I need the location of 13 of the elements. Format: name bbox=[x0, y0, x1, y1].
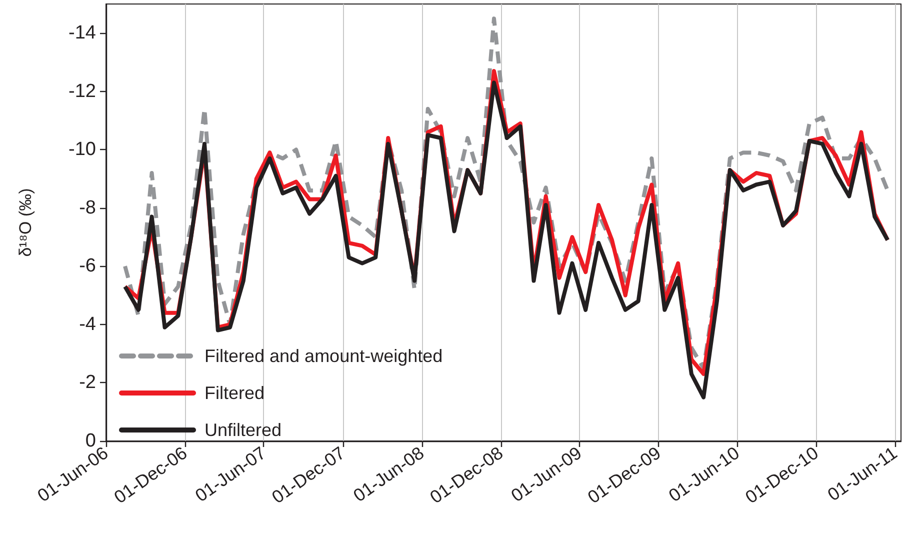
y-tick-label: 0 bbox=[85, 430, 96, 452]
legend-label: Unfiltered bbox=[204, 420, 282, 440]
y-tick-label: -2 bbox=[79, 372, 96, 394]
legend-label: Filtered and amount-weighted bbox=[204, 346, 443, 366]
y-tick-label: -8 bbox=[79, 197, 96, 218]
y-tick-label: -10 bbox=[68, 139, 96, 160]
line-series bbox=[123, 16, 890, 370]
y-axis-title: δ¹⁸O (‰) bbox=[16, 188, 35, 257]
y-tick-label: -12 bbox=[68, 80, 96, 102]
y-tick-label: -14 bbox=[68, 22, 96, 44]
y-tick-label: -6 bbox=[79, 256, 96, 277]
legend-label: Filtered bbox=[204, 383, 265, 403]
y-tick-label: -4 bbox=[79, 314, 96, 335]
